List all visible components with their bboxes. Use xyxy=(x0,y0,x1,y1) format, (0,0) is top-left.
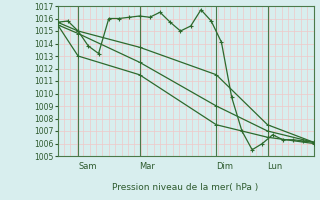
Text: Dim: Dim xyxy=(216,162,233,171)
Text: Pression niveau de la mer( hPa ): Pression niveau de la mer( hPa ) xyxy=(112,183,259,192)
Text: Mar: Mar xyxy=(140,162,156,171)
Text: Lun: Lun xyxy=(268,162,283,171)
Text: Sam: Sam xyxy=(78,162,97,171)
